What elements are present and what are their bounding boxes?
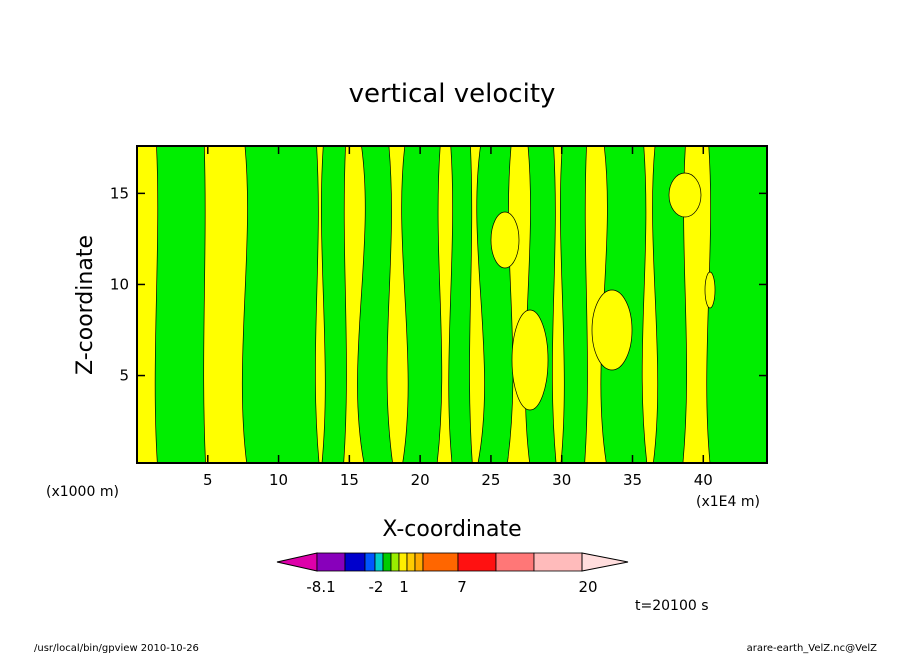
colorbar-label: -2	[369, 578, 384, 596]
colorbar-cell	[344, 552, 366, 572]
colorbar-cell	[390, 552, 400, 572]
x-tick-label: 20	[411, 471, 430, 489]
positive-velocity-region	[591, 289, 633, 371]
colorbar-cell	[533, 552, 583, 572]
negative-velocity-band	[321, 146, 347, 463]
plot-frame	[136, 145, 768, 464]
positive-velocity-region	[668, 172, 702, 218]
colorbar	[276, 552, 629, 572]
negative-velocity-band	[706, 146, 767, 463]
footer-right: arare-earth_VelZ.nc@VelZ	[747, 643, 878, 654]
colorbar-labels: -8.1 -2 1 7 20	[306, 578, 597, 596]
negative-velocity-band	[154, 146, 206, 463]
y-axis-ticks: 5 10 15	[110, 184, 767, 385]
colorbar-cell	[382, 552, 392, 572]
colorbar-extend-low	[276, 552, 318, 572]
x-unit-left: (x1000 m)	[46, 484, 119, 500]
footer-left: /usr/local/bin/gpview 2010-10-26	[34, 643, 199, 654]
colorbar-label: -8.1	[306, 578, 335, 596]
colorbar-cell	[374, 552, 384, 572]
x-tick-label: 15	[340, 471, 359, 489]
y-tick-label: 15	[110, 184, 129, 202]
colorbar-cell	[457, 552, 497, 572]
negative-velocity-band	[401, 146, 443, 463]
colorbar-cell	[364, 552, 376, 572]
colorbar-extend-high	[581, 552, 629, 572]
y-tick-label: 5	[119, 367, 129, 385]
negative-velocity-band	[560, 146, 588, 463]
x-tick-label: 10	[269, 471, 288, 489]
negative-velocity-band	[524, 146, 557, 463]
colorbar-label: 20	[578, 578, 597, 596]
colorbar-cell	[495, 552, 535, 572]
x-tick-label: 30	[552, 471, 571, 489]
negative-velocity-band	[448, 146, 473, 463]
x-axis-label: X-coordinate	[382, 517, 521, 542]
velocity-field	[154, 136, 808, 473]
colorbar-label: 7	[457, 578, 467, 596]
x-tick-label: 35	[623, 471, 642, 489]
colorbar-cell	[406, 552, 416, 572]
negative-velocity-band	[241, 146, 320, 463]
negative-velocity-band	[778, 136, 808, 473]
negative-velocity-band	[357, 146, 394, 463]
negative-velocity-band	[652, 146, 687, 463]
time-label: t=20100 s	[635, 598, 709, 614]
positive-velocity-region	[704, 271, 716, 309]
x-axis-ticks: 5 10 15 20 25 30 35 40	[203, 146, 713, 489]
colorbar-label: 1	[399, 578, 409, 596]
colorbar-cell	[414, 552, 424, 572]
colorbar-cell	[422, 552, 459, 572]
x-tick-label: 25	[481, 471, 500, 489]
y-tick-label: 10	[110, 275, 129, 293]
x-unit-right: (x1E4 m)	[696, 494, 760, 510]
positive-velocity-region	[511, 309, 549, 411]
colorbar-cell	[398, 552, 408, 572]
positive-velocity-region	[490, 211, 520, 269]
x-tick-label: 5	[203, 471, 213, 489]
y-axis-label: Z-coordinate	[73, 235, 98, 375]
x-tick-label: 40	[694, 471, 713, 489]
chart-title: vertical velocity	[349, 79, 556, 109]
colorbar-cell	[316, 552, 346, 572]
